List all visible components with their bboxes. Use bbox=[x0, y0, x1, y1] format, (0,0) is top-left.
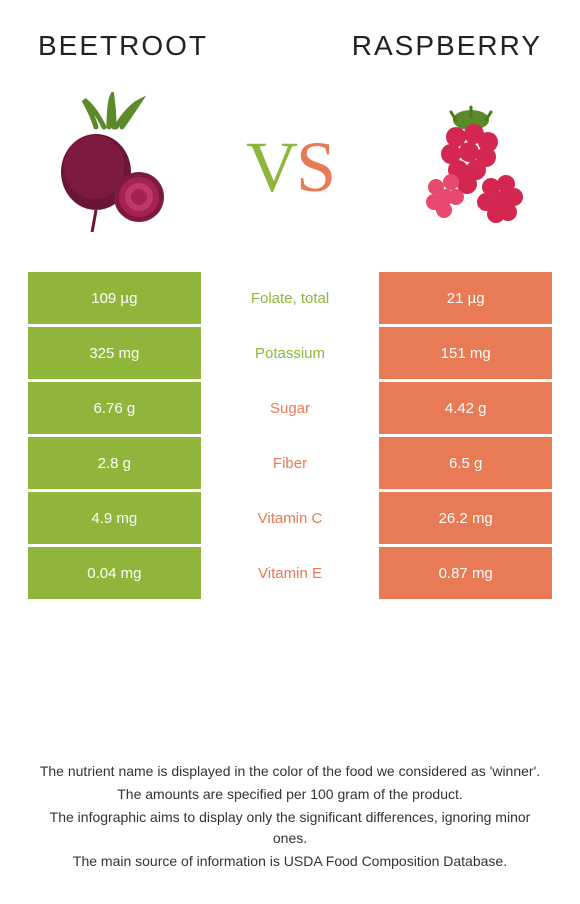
nutrient-row: 0.04 mgVitamin E0.87 mg bbox=[28, 547, 552, 599]
hero-row: VS bbox=[28, 92, 552, 242]
nutrient-row: 4.9 mgVitamin C26.2 mg bbox=[28, 492, 552, 544]
left-value-cell: 4.9 mg bbox=[28, 492, 201, 544]
right-value-cell: 6.5 g bbox=[379, 437, 552, 489]
left-value-cell: 109 µg bbox=[28, 272, 201, 324]
nutrient-table: 109 µgFolate, total21 µg325 mgPotassium1… bbox=[28, 272, 552, 599]
nutrient-row: 109 µgFolate, total21 µg bbox=[28, 272, 552, 324]
footer-notes: The nutrient name is displayed in the co… bbox=[28, 721, 552, 884]
nutrient-label-cell: Vitamin E bbox=[204, 547, 377, 599]
left-value-cell: 6.76 g bbox=[28, 382, 201, 434]
nutrient-row: 325 mgPotassium151 mg bbox=[28, 327, 552, 379]
left-value-cell: 325 mg bbox=[28, 327, 201, 379]
vs-s: S bbox=[296, 127, 334, 207]
right-value-cell: 4.42 g bbox=[379, 382, 552, 434]
title-row: Beetroot Raspberry bbox=[28, 30, 552, 62]
footer-line: The main source of information is USDA F… bbox=[36, 851, 544, 872]
beetroot-image bbox=[34, 92, 184, 242]
right-food-title: Raspberry bbox=[352, 30, 542, 62]
left-food-title: Beetroot bbox=[38, 30, 208, 62]
right-value-cell: 151 mg bbox=[379, 327, 552, 379]
right-value-cell: 0.87 mg bbox=[379, 547, 552, 599]
right-value-cell: 26.2 mg bbox=[379, 492, 552, 544]
left-value-cell: 2.8 g bbox=[28, 437, 201, 489]
vs-v: V bbox=[246, 127, 296, 207]
raspberry-image bbox=[396, 92, 546, 242]
vs-label: VS bbox=[246, 126, 334, 209]
nutrient-row: 6.76 gSugar4.42 g bbox=[28, 382, 552, 434]
nutrient-label-cell: Vitamin C bbox=[204, 492, 377, 544]
left-value-cell: 0.04 mg bbox=[28, 547, 201, 599]
footer-line: The nutrient name is displayed in the co… bbox=[36, 761, 544, 782]
right-value-cell: 21 µg bbox=[379, 272, 552, 324]
nutrient-label-cell: Fiber bbox=[204, 437, 377, 489]
footer-line: The amounts are specified per 100 gram o… bbox=[36, 784, 544, 805]
nutrient-row: 2.8 gFiber6.5 g bbox=[28, 437, 552, 489]
nutrient-label-cell: Folate, total bbox=[204, 272, 377, 324]
nutrient-label-cell: Sugar bbox=[204, 382, 377, 434]
nutrient-label-cell: Potassium bbox=[204, 327, 377, 379]
footer-line: The infographic aims to display only the… bbox=[36, 807, 544, 849]
